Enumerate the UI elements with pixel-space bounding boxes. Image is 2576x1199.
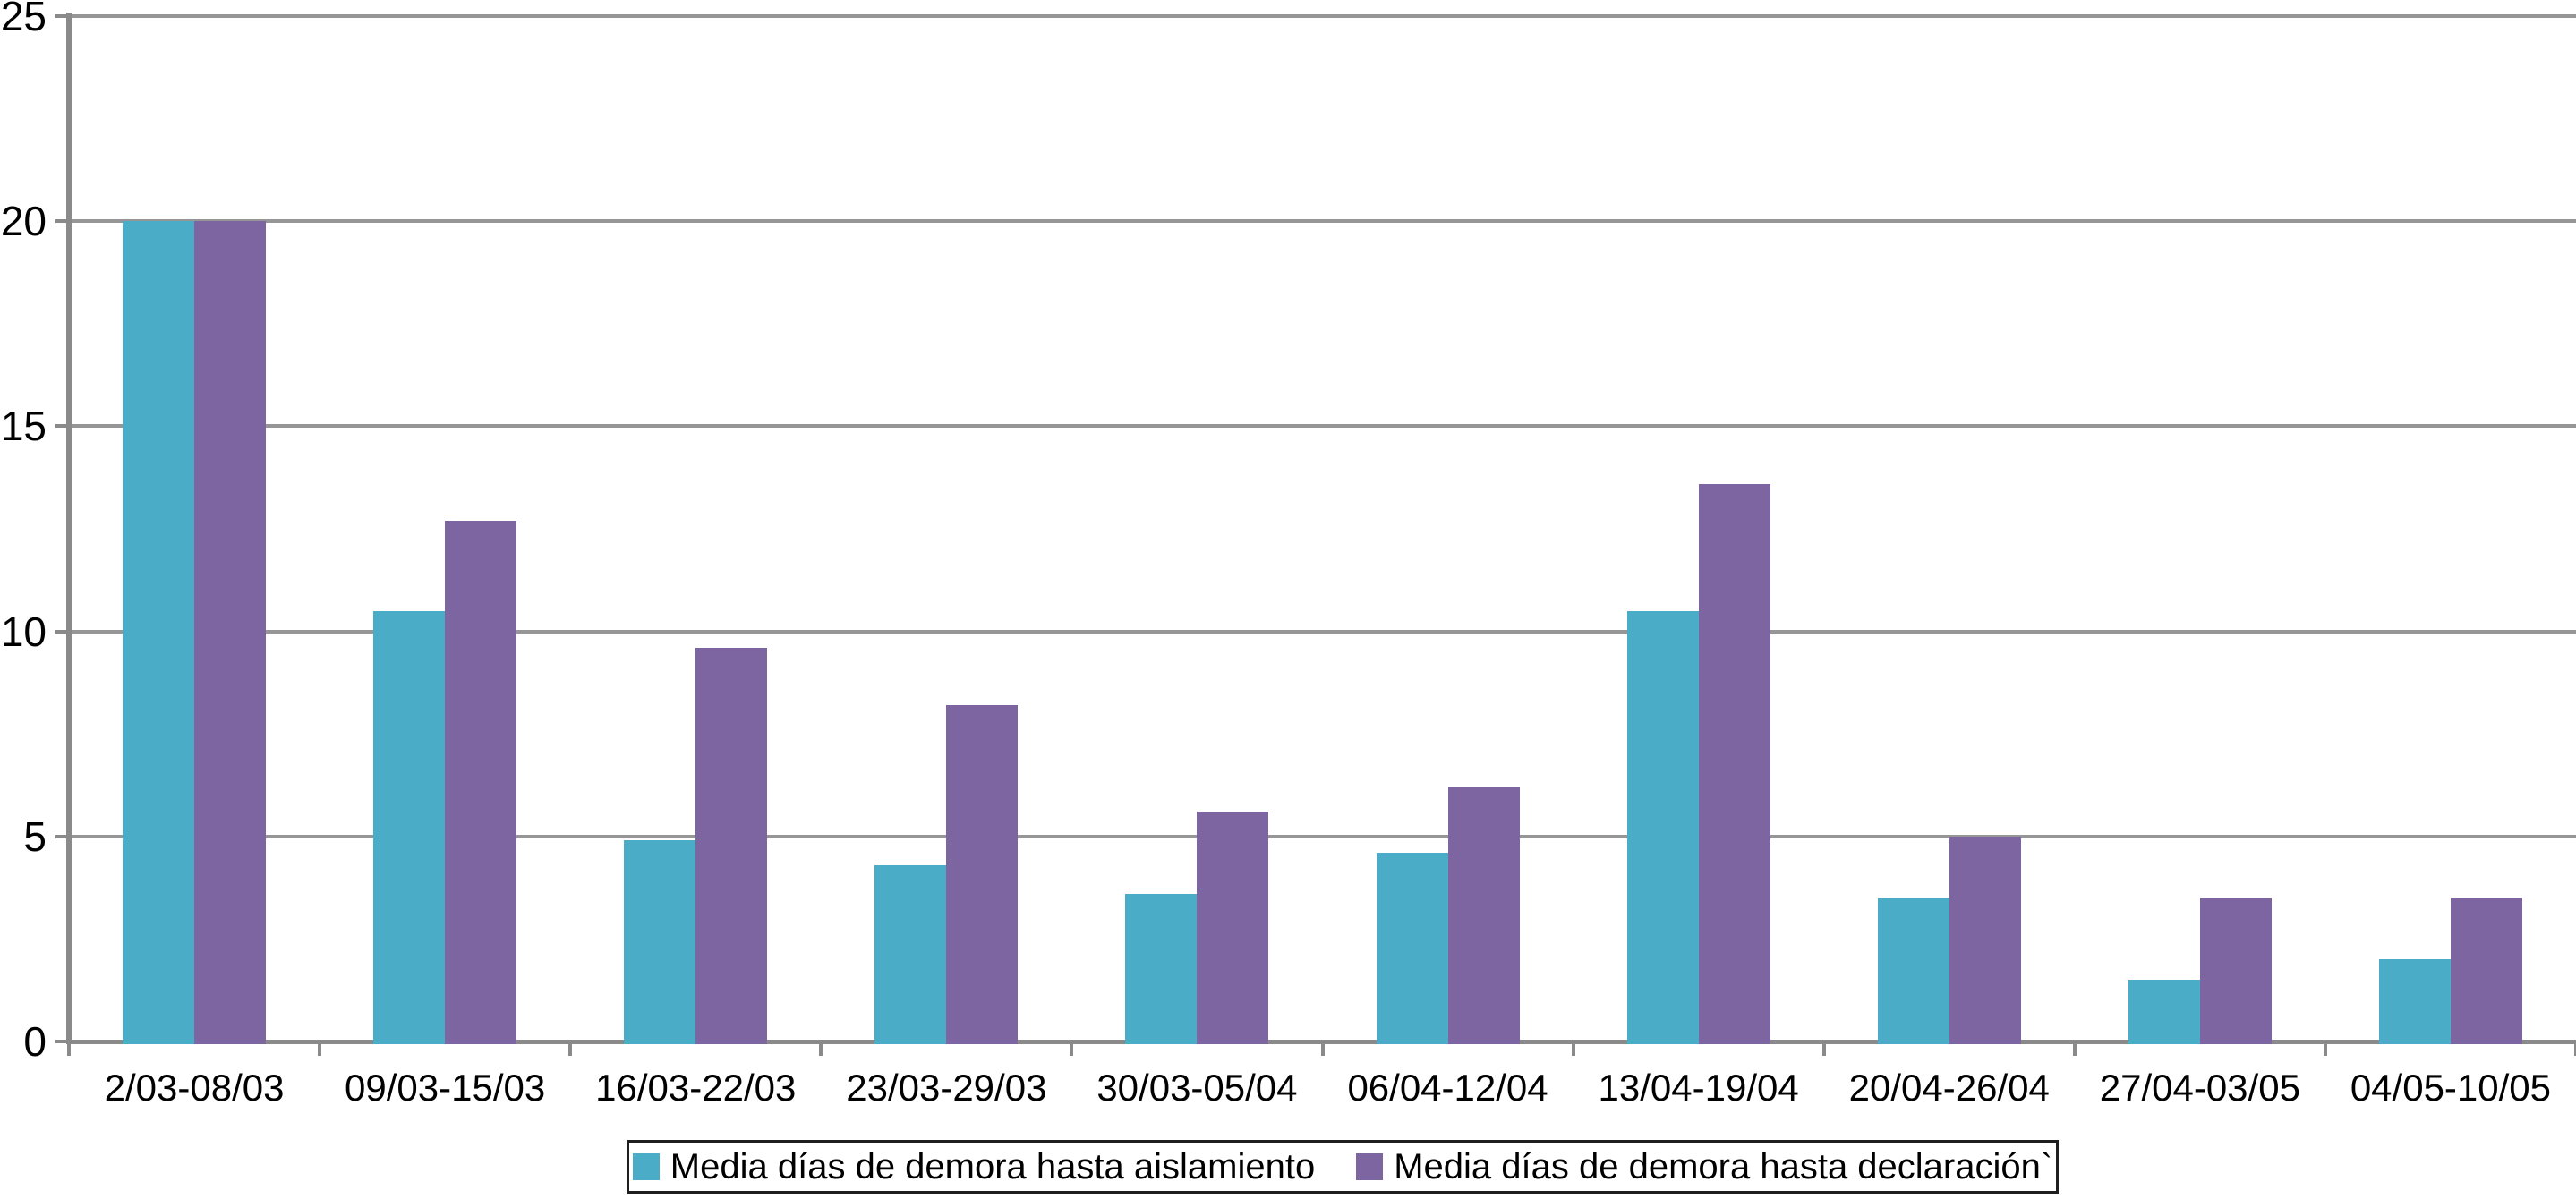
x-axis-tick <box>2323 1040 2327 1056</box>
bar-declaracion <box>1197 812 1269 1044</box>
y-axis-label: 5 <box>23 812 47 860</box>
x-axis-tick <box>819 1040 823 1056</box>
bar-declaracion <box>1949 836 2021 1044</box>
y-axis-label: 20 <box>0 198 47 245</box>
legend-item-aislamiento: Media días de demora hasta aislamiento <box>632 1147 1316 1186</box>
legend-swatch-declaracion <box>1356 1153 1384 1180</box>
x-axis-label: 20/04-26/04 <box>1848 1067 2050 1109</box>
legend-swatch-aislamiento <box>632 1153 660 1180</box>
x-axis-label: 09/03-15/03 <box>345 1067 546 1109</box>
x-axis-tick <box>67 1040 71 1056</box>
bar-declaracion <box>194 221 267 1044</box>
bar-declaracion <box>695 647 768 1044</box>
bar-aislamiento <box>624 840 696 1044</box>
bar-aislamiento <box>1376 853 1448 1044</box>
y-axis-tick <box>55 1040 69 1043</box>
legend: Media días de demora hasta aislamiento M… <box>627 1140 2059 1194</box>
y-axis-tick <box>55 629 69 634</box>
bar-declaracion <box>445 520 517 1044</box>
y-axis-label: 0 <box>23 1018 47 1065</box>
y-axis-tick <box>55 834 69 838</box>
x-axis-tick <box>1571 1040 1575 1056</box>
bar-aislamiento <box>1125 893 1198 1044</box>
bar-aislamiento <box>874 864 947 1044</box>
x-axis-tick <box>1320 1040 1325 1056</box>
x-axis-tick <box>568 1040 573 1056</box>
x-axis-tick <box>1821 1040 1826 1056</box>
x-axis-label: 16/03-22/03 <box>595 1067 797 1109</box>
x-axis-label: 27/04-03/05 <box>2099 1067 2300 1109</box>
bar-aislamiento <box>2378 959 2451 1044</box>
bar-declaracion <box>1698 483 1770 1044</box>
y-axis-tick <box>55 424 69 429</box>
x-axis-label: 2/03-08/03 <box>104 1067 285 1109</box>
y-axis-tick <box>55 219 69 224</box>
bar-declaracion <box>2450 897 2522 1044</box>
x-axis-label: 06/04-12/04 <box>1347 1067 1548 1109</box>
legend-item-declaracion: Media días de demora hasta declaración` <box>1356 1147 2052 1186</box>
y-axis-label: 15 <box>0 403 47 450</box>
x-axis-label: 30/03-05/04 <box>1096 1067 1298 1109</box>
bar-declaracion <box>1447 787 1520 1044</box>
x-axis-label: 04/05-10/05 <box>2350 1067 2552 1109</box>
x-axis-tick <box>2072 1040 2077 1056</box>
x-axis-label: 13/04-19/04 <box>1598 1067 1799 1109</box>
y-axis-label: 25 <box>0 0 47 39</box>
y-axis-tick <box>55 14 69 18</box>
bar-declaracion <box>2199 897 2272 1044</box>
x-axis-label: 23/03-29/03 <box>846 1067 1047 1109</box>
y-gridline <box>66 14 2576 18</box>
bar-aislamiento <box>2128 980 2200 1044</box>
y-axis-line <box>66 13 72 1044</box>
x-axis-tick <box>318 1040 322 1056</box>
y-axis-label: 10 <box>0 608 47 655</box>
bar-aislamiento <box>1626 610 1699 1044</box>
bar-aislamiento <box>1877 897 1949 1044</box>
x-axis-tick <box>1070 1040 1074 1056</box>
bar-aislamiento <box>373 610 446 1044</box>
bar-declaracion <box>946 705 1019 1044</box>
x-axis-tick <box>2574 1040 2576 1056</box>
y-gridline <box>66 629 2576 634</box>
legend-label-aislamiento: Media días de demora hasta aislamiento <box>670 1147 1316 1186</box>
bar-aislamiento <box>123 221 195 1044</box>
y-gridline <box>66 424 2576 429</box>
y-gridline <box>66 834 2576 838</box>
y-gridline <box>66 219 2576 224</box>
legend-label-declaracion: Media días de demora hasta declaración` <box>1394 1147 2053 1186</box>
